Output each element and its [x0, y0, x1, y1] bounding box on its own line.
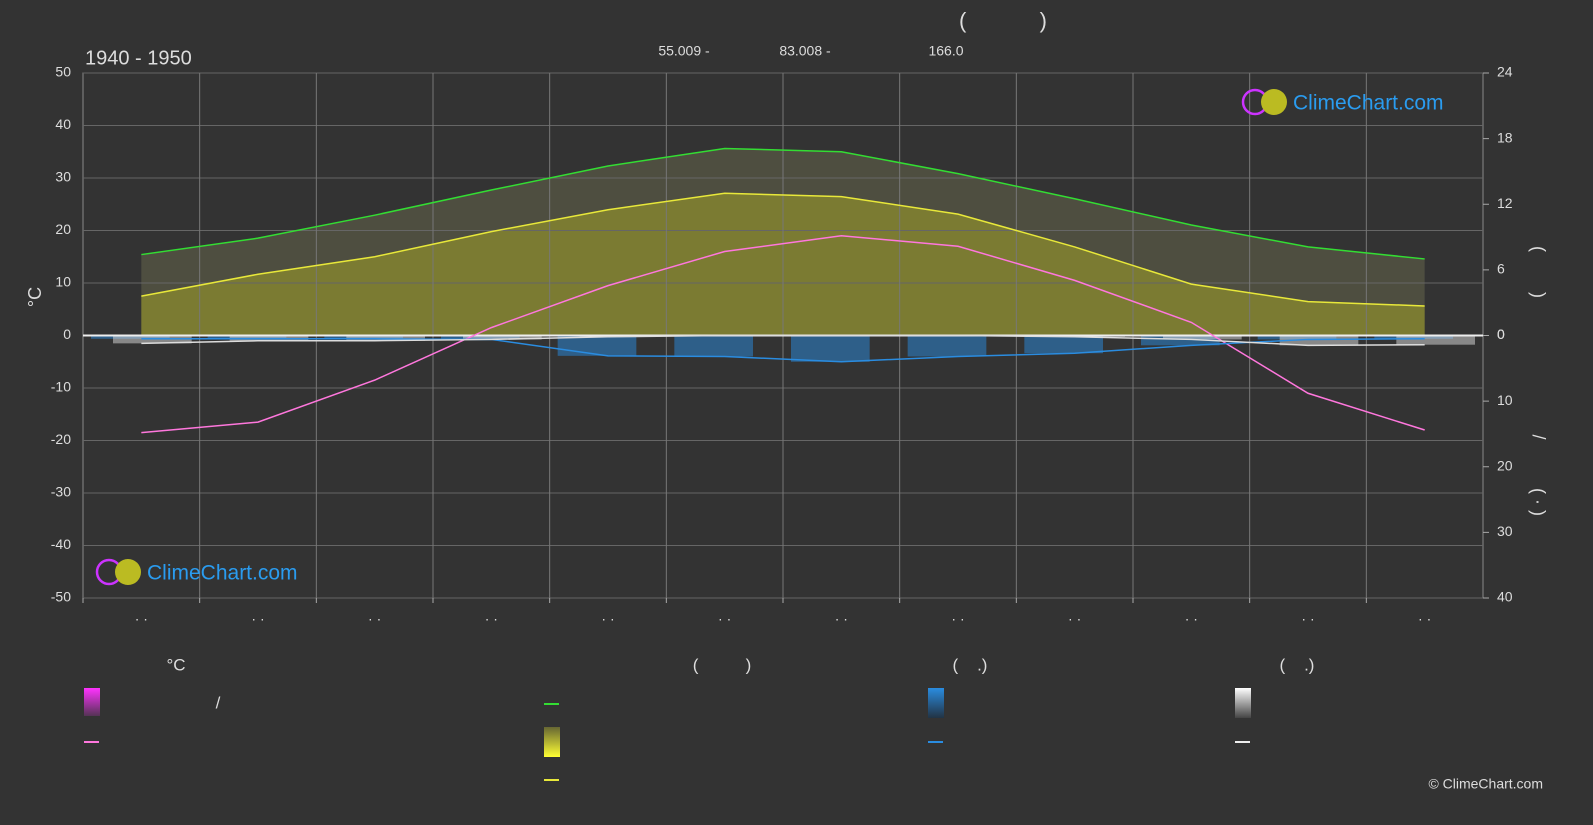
- line: [141, 234, 1425, 434]
- y3-tick-label: 0: [1497, 326, 1505, 342]
- x-tick-label: · ·: [1301, 611, 1314, 627]
- y2-axis-label: ( ): [1528, 246, 1548, 298]
- subtitle: 83.008 -: [779, 43, 831, 59]
- bar: [1279, 335, 1359, 346]
- watermark: ClimeChart.com: [147, 562, 298, 585]
- legend-swatch: [544, 727, 560, 757]
- plot: -50-40-30-20-100102030405006121824010203…: [51, 64, 1513, 627]
- y2-tick-label: 12: [1497, 195, 1513, 211]
- y2-tick-label: 18: [1497, 129, 1513, 145]
- logo: [115, 559, 141, 585]
- copyright: © ClimeChart.com: [1428, 776, 1543, 792]
- y-tick-label: 10: [55, 274, 71, 290]
- y3-axis-label: /: [1528, 434, 1548, 439]
- x-tick-label: · ·: [835, 611, 848, 627]
- y2-tick-label: 24: [1497, 64, 1513, 80]
- bar: [463, 335, 542, 340]
- y-tick-label: 50: [55, 64, 71, 80]
- legend-heading: °C: [166, 655, 185, 674]
- legend-heading: ( .): [1280, 655, 1315, 674]
- x-tick-label: · ·: [951, 611, 964, 627]
- subtitle: 166.0: [928, 43, 963, 59]
- x-tick-label: · ·: [368, 611, 381, 627]
- y3-tick-label: 40: [1497, 589, 1513, 605]
- bar: [557, 335, 637, 356]
- x-tick-label: · ·: [485, 611, 498, 627]
- y-tick-label: -50: [51, 589, 71, 605]
- y-tick-label: 40: [55, 116, 71, 132]
- legend-heading: ( ): [693, 655, 752, 674]
- x-tick-label: · ·: [1418, 611, 1431, 627]
- bar: [1141, 335, 1220, 346]
- y2-tick-label: 6: [1497, 261, 1505, 277]
- y-tick-label: -20: [51, 431, 71, 447]
- logo: [1261, 89, 1287, 115]
- y3-tick-label: 10: [1497, 392, 1513, 408]
- watermark-top: ClimeChart.com: [1241, 88, 1444, 116]
- period: 1940 - 1950: [85, 47, 192, 69]
- legend-swatch: [84, 688, 100, 716]
- chart-title: ( ): [959, 8, 1047, 33]
- line: [141, 338, 1425, 363]
- y-axis-label: °C: [25, 287, 45, 307]
- watermark-bottom: ClimeChart.com: [95, 558, 298, 586]
- x-tick-label: · ·: [718, 611, 731, 627]
- line: [141, 147, 1425, 260]
- legend-heading: ( .): [953, 655, 988, 674]
- y3-axis-label: ( · ): [1528, 488, 1548, 516]
- bar: [791, 335, 870, 362]
- y2-tick-label: 0: [1497, 326, 1505, 342]
- line: [141, 192, 1425, 307]
- y-tick-label: -30: [51, 484, 71, 500]
- y-tick-label: -40: [51, 536, 71, 552]
- x-tick-label: · ·: [135, 611, 148, 627]
- y-tick-label: 30: [55, 169, 71, 185]
- line: [141, 334, 1425, 347]
- x-tick-label: · ·: [251, 611, 264, 627]
- x-tick-label: · ·: [601, 611, 614, 627]
- legend-swatch: [928, 688, 944, 718]
- bar: [1024, 335, 1103, 354]
- x-tick-label: · ·: [1068, 611, 1081, 627]
- bar: [907, 335, 987, 357]
- x-tick-label: · ·: [1185, 611, 1198, 627]
- y3-tick-label: 30: [1497, 523, 1513, 539]
- legend-text: /: [216, 693, 221, 712]
- bar: [1163, 335, 1242, 340]
- y-tick-label: -10: [51, 379, 71, 395]
- y3-tick-label: 20: [1497, 457, 1513, 473]
- subtitle: 55.009 -: [658, 43, 710, 59]
- bar: [1396, 335, 1475, 345]
- watermark: ClimeChart.com: [1293, 92, 1444, 115]
- y-tick-label: 20: [55, 221, 71, 237]
- legend-swatch: [1235, 688, 1251, 718]
- bar: [674, 335, 753, 357]
- y-tick-label: 0: [63, 326, 71, 342]
